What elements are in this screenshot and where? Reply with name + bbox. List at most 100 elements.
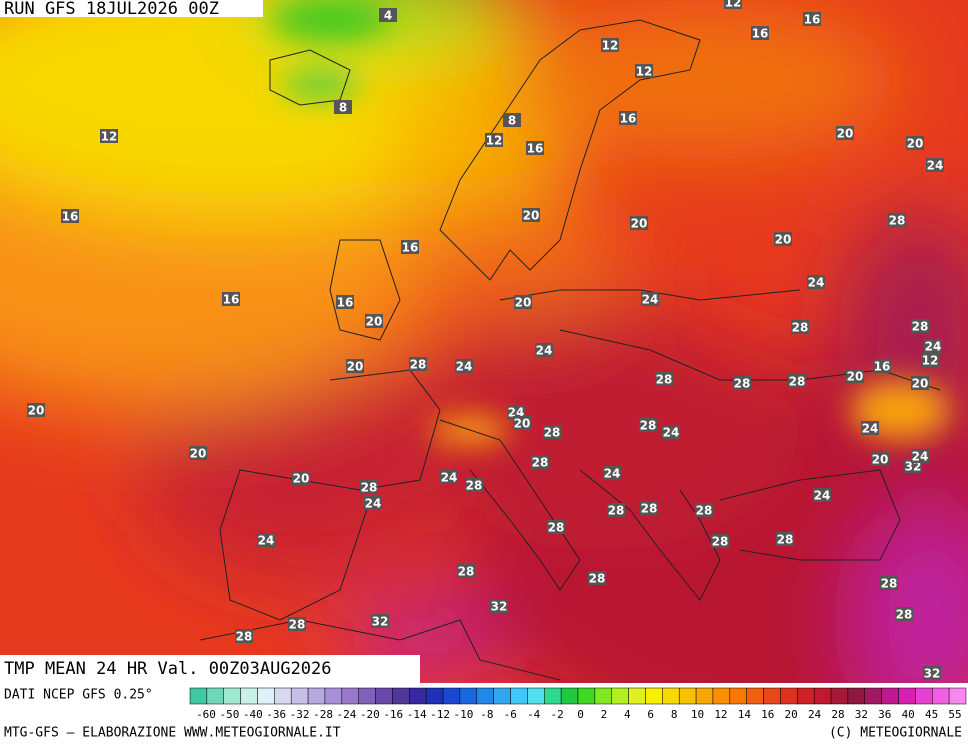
label-box bbox=[911, 449, 929, 463]
label-text: 16 bbox=[62, 210, 79, 224]
contour-label: 28 bbox=[888, 213, 906, 228]
label-text: 20 bbox=[907, 137, 924, 151]
label-box bbox=[522, 208, 540, 222]
contour-label: 20 bbox=[292, 471, 310, 486]
colorbar-swatch bbox=[948, 687, 967, 705]
label-box bbox=[455, 359, 473, 373]
label-box bbox=[655, 372, 673, 386]
label-text: 24 bbox=[642, 293, 659, 307]
label-text: 24 bbox=[258, 534, 275, 548]
contour-label: 28 bbox=[880, 576, 898, 591]
label-text: 24 bbox=[536, 344, 553, 358]
contour-label: 12 bbox=[724, 0, 742, 10]
label-box bbox=[635, 64, 653, 78]
contour-label: 20 bbox=[846, 369, 864, 384]
contour-label: 28 bbox=[409, 357, 427, 372]
colorbar-label: 28 bbox=[831, 708, 844, 721]
label-box bbox=[222, 292, 240, 306]
label-text: 28 bbox=[881, 577, 898, 591]
label-box bbox=[807, 275, 825, 289]
contour-label: 28 bbox=[465, 478, 483, 493]
label-box bbox=[401, 240, 419, 254]
label-box bbox=[334, 100, 352, 114]
colorbar-label: -40 bbox=[243, 708, 263, 721]
label-text: 28 bbox=[466, 479, 483, 493]
contour-label: 24 bbox=[535, 343, 553, 358]
map-title: TMP MEAN 24 HR Val. 00Z03AUG2026 bbox=[4, 659, 332, 679]
label-box bbox=[336, 295, 354, 309]
run-label: RUN GFS 18JUL2026 00Z bbox=[4, 0, 219, 19]
label-text: 24 bbox=[808, 276, 825, 290]
contour-label: 28 bbox=[639, 418, 657, 433]
label-box bbox=[365, 314, 383, 328]
contour-label: 20 bbox=[630, 216, 648, 231]
colorbar-swatch bbox=[527, 687, 545, 705]
label-box bbox=[926, 158, 944, 172]
label-box bbox=[662, 425, 680, 439]
colorbar-swatch bbox=[881, 687, 899, 705]
colorbar-label: -14 bbox=[407, 708, 427, 721]
contour-label: 24 bbox=[455, 359, 473, 374]
label-box bbox=[861, 421, 879, 435]
label-box bbox=[507, 405, 525, 419]
colorbar-label: 8 bbox=[671, 708, 678, 721]
colorbar-label: -2 bbox=[550, 708, 563, 721]
colorbar-swatch bbox=[442, 687, 461, 705]
label-text: 28 bbox=[734, 377, 751, 391]
label-text: 20 bbox=[775, 233, 792, 247]
colorbar-label: 6 bbox=[647, 708, 654, 721]
colorbar-label: 10 bbox=[691, 708, 704, 721]
contour-label: 32 bbox=[371, 614, 389, 629]
label-box bbox=[27, 403, 45, 417]
contour-label: 16 bbox=[222, 292, 240, 307]
label-text: 28 bbox=[792, 321, 809, 335]
contour-label: 28 bbox=[547, 520, 565, 535]
contour-label: 28 bbox=[235, 629, 253, 644]
label-text: 28 bbox=[641, 502, 658, 516]
label-box bbox=[630, 216, 648, 230]
contour-label: 28 bbox=[895, 607, 913, 622]
contour-label: 32 bbox=[490, 599, 508, 614]
colorbar-swatch bbox=[206, 687, 224, 705]
contour-label: 28 bbox=[543, 425, 561, 440]
colorbar-swatch bbox=[628, 687, 646, 705]
label-text: 32 bbox=[924, 667, 941, 681]
colorbar-swatch bbox=[290, 687, 309, 705]
label-box bbox=[871, 452, 889, 466]
contour-label: 24 bbox=[364, 496, 382, 511]
label-text: 28 bbox=[361, 481, 378, 495]
contour-label: 24 bbox=[911, 449, 929, 464]
label-text: 20 bbox=[293, 472, 310, 486]
contour-label: 28 bbox=[655, 372, 673, 387]
label-box bbox=[457, 564, 475, 578]
label-text: 32 bbox=[372, 615, 389, 629]
colorbar-swatch bbox=[932, 687, 950, 705]
colorbar-swatch bbox=[392, 687, 410, 705]
label-box bbox=[588, 571, 606, 585]
label-box bbox=[360, 480, 378, 494]
label-text: 20 bbox=[515, 296, 532, 310]
colorbar-swatch bbox=[425, 687, 444, 705]
colorbar-label: 24 bbox=[808, 708, 822, 721]
contour-label: 20 bbox=[836, 126, 854, 141]
contour-label: 20 bbox=[514, 295, 532, 310]
label-text: 24 bbox=[456, 360, 473, 374]
colorbar-swatch bbox=[493, 687, 511, 705]
colorbar-label: -50 bbox=[219, 708, 239, 721]
label-text: 28 bbox=[896, 608, 913, 622]
label-text: 24 bbox=[925, 340, 942, 354]
contour-label: 12 bbox=[601, 38, 619, 53]
contour-label: 16 bbox=[336, 295, 354, 310]
contour-label: 28 bbox=[531, 455, 549, 470]
colorbar-swatch bbox=[189, 687, 208, 705]
colorbar-swatch bbox=[544, 687, 562, 705]
colorbar-swatch bbox=[560, 687, 579, 705]
contour-label: 20 bbox=[522, 208, 540, 223]
label-box bbox=[379, 8, 397, 22]
label-box bbox=[788, 374, 806, 388]
colorbar-swatch bbox=[594, 687, 612, 705]
contour-label: 12 bbox=[921, 353, 939, 368]
contour-label: 24 bbox=[662, 425, 680, 440]
